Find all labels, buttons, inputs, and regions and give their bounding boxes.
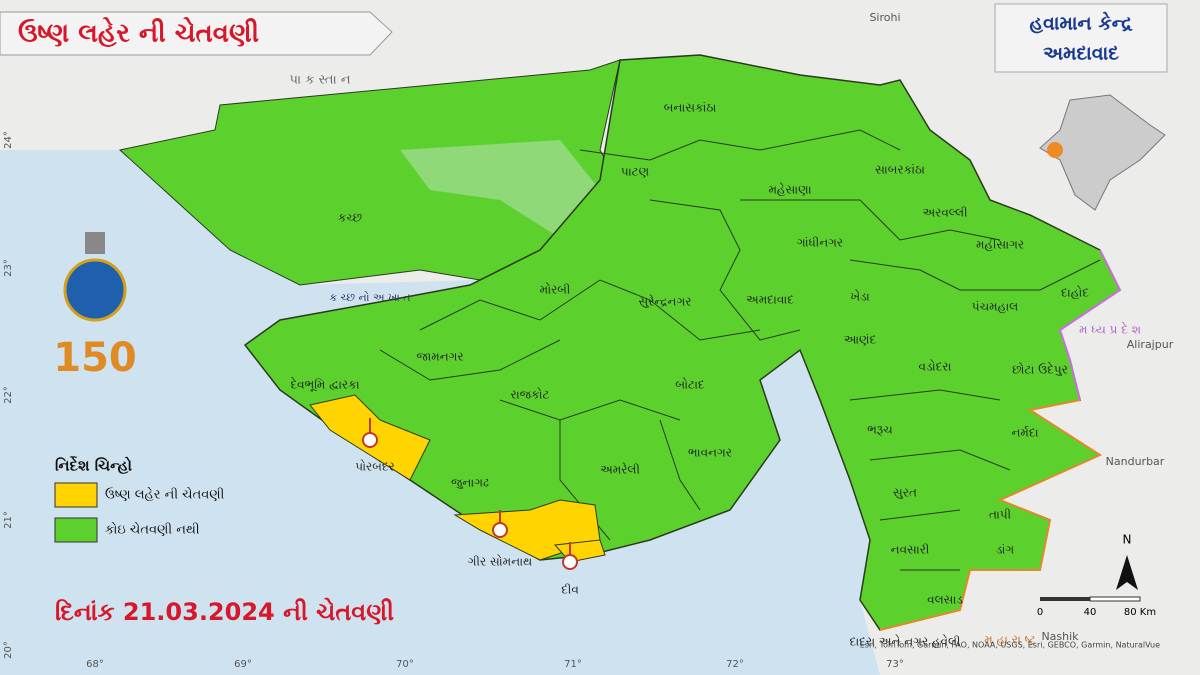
scale-label: 80 Km xyxy=(1124,607,1156,618)
place-label: મ ધ્ય પ્ર દે શ xyxy=(1079,322,1141,337)
district-label: ગીર સોમનાથ xyxy=(468,555,533,569)
attribution: Esri, TomTom, Garmin, FAO, NOAA, USGS, E… xyxy=(860,641,1160,650)
place-label: Sirohi xyxy=(869,11,900,24)
district-label: આણંદ xyxy=(844,333,877,347)
district-label: દાદરા અને નગર હવેલી xyxy=(850,634,961,648)
district-label: વલસાડ xyxy=(927,593,963,607)
district-label: ગાંધીનગર xyxy=(797,236,843,250)
latitude-label: 21° xyxy=(3,511,14,529)
district-label: મોરબી xyxy=(540,283,571,297)
imd-emblem: 150 xyxy=(53,232,137,381)
title: ઉષ્ણ લહેર ની ચેતવણી xyxy=(18,17,259,48)
district-label: ભાવનગર xyxy=(688,446,732,460)
title-banner: ઉષ્ણ લહેર ની ચેતવણી xyxy=(0,11,393,56)
district-label: તાપી xyxy=(989,508,1011,522)
latitude-label: 24° xyxy=(3,131,14,149)
district-label: સુરત xyxy=(893,486,917,500)
district-label: જુનાગઢ xyxy=(451,476,489,490)
office-line: અમદાવાદ xyxy=(1043,43,1119,65)
district-label: મહેસાણા xyxy=(768,182,811,196)
scale-bar xyxy=(1040,596,1141,602)
office-box: હવામાન કેન્દ્ર અમદાવાદ xyxy=(994,3,1168,73)
longitude-label: 68° xyxy=(86,659,104,670)
district-label: બોટાદ xyxy=(675,378,705,392)
logo-150: 150 xyxy=(53,335,137,381)
place-label: Nashik xyxy=(1041,630,1079,643)
north-arrow: N xyxy=(1116,533,1138,590)
district-label: નર્મદા xyxy=(1011,426,1038,440)
district-label: બનાસકાંઠા xyxy=(664,101,717,115)
district-label: દાહોદ xyxy=(1061,286,1089,300)
district-label: મહીસાગર xyxy=(976,238,1024,252)
district-label: રાજકોટ xyxy=(511,388,550,402)
longitude-label: 73° xyxy=(886,659,904,670)
district-label: સાબરકાંઠા xyxy=(875,163,925,177)
district-label: વડોદરા xyxy=(919,360,952,374)
district-label: દેવભૂમિ દ્વારકા xyxy=(290,377,360,393)
latitude-label: 20° xyxy=(3,641,14,659)
district-label: જામનગર xyxy=(416,350,463,364)
heat-icons xyxy=(362,418,578,570)
district-borders xyxy=(379,129,1101,571)
place-label: Nandurbar xyxy=(1106,455,1165,468)
district-label: દીવ xyxy=(561,583,579,597)
longitude-label: 72° xyxy=(726,659,744,670)
place-label: મ હા રા ષ્ટ્ર xyxy=(984,633,1036,647)
office-line: હવામાન કેન્દ્ર xyxy=(1029,11,1133,34)
district-label: અમદાવાદ xyxy=(746,293,794,307)
longitude-label: 71° xyxy=(564,659,582,670)
north-label: N xyxy=(1123,533,1132,547)
district-label: છોટા ઉદેપુર xyxy=(1012,362,1068,377)
district-label: પોરબંદર xyxy=(355,460,395,474)
district-label: નવસારી xyxy=(891,543,930,557)
longitude-label: 69° xyxy=(234,659,252,670)
district-label: ભરૂચ xyxy=(867,423,893,437)
legend: નિર્દેશ ચિન્હો ઉષ્ણ લહેર ની ચેતવણી કોઇ ચે… xyxy=(54,455,225,543)
legend-label: કોઇ ચેતવણી નથી xyxy=(105,521,200,537)
place-label: પા ક સ્તા ન xyxy=(289,73,350,88)
district-label: પાટણ xyxy=(621,165,649,179)
legend-swatch xyxy=(54,517,98,543)
scale-label: 40 xyxy=(1084,607,1097,618)
district-label: ખેડા xyxy=(850,289,869,303)
date-line: દિનાંક 21.03.2024 ની ચેતવણી xyxy=(55,597,394,626)
mp-border xyxy=(1058,249,1122,401)
mh-border xyxy=(879,399,1103,631)
legend-swatch xyxy=(54,482,98,508)
place-label: ક ચ્છ નો અ ખા ત xyxy=(329,291,410,304)
legend-label: ઉષ્ણ લહેર ની ચેતવણી xyxy=(105,486,225,502)
district-label: પંચમહાલ xyxy=(972,300,1018,314)
district-label: ડાંગ xyxy=(996,543,1015,557)
place-label: Alirajpur xyxy=(1127,338,1174,351)
legend-title: નિર્દેશ ચિન્હો xyxy=(55,455,132,475)
india-inset xyxy=(1039,94,1166,211)
latitude-label: 23° xyxy=(3,259,14,277)
scale-label: 0 xyxy=(1037,607,1043,618)
latitude-label: 22° xyxy=(3,386,14,404)
district-label: કચ્છ xyxy=(338,211,362,225)
gujarat-highlight xyxy=(1047,142,1063,158)
district-label: સુરેન્દ્રનગર xyxy=(639,294,692,308)
longitude-label: 70° xyxy=(396,659,414,670)
district-label: અરવલ્લી xyxy=(922,206,967,220)
district-label: અમરેલી xyxy=(600,462,640,476)
